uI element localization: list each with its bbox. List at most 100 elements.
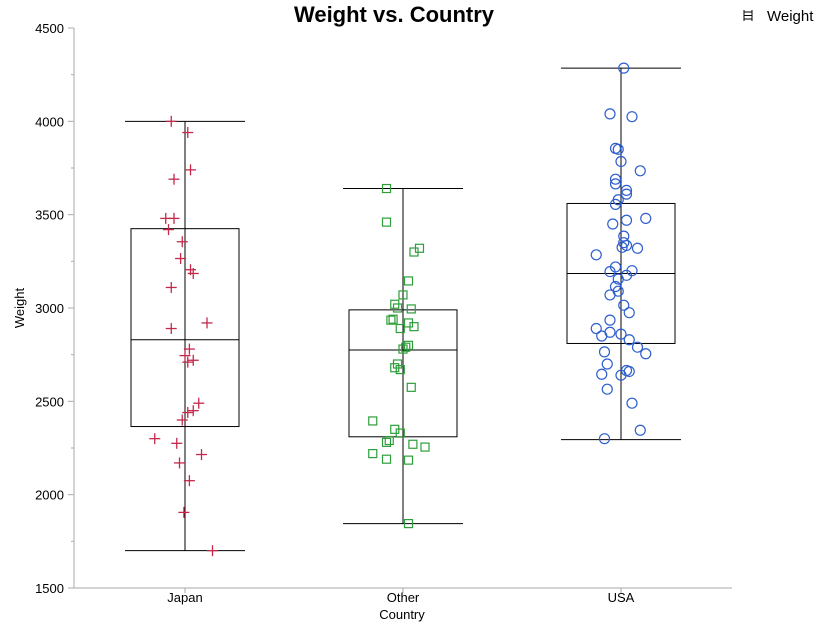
points-other	[368, 183, 430, 529]
legend-label: Weight	[767, 8, 814, 25]
data-point	[598, 346, 611, 358]
data-point	[590, 249, 602, 261]
data-point	[368, 416, 378, 426]
data-point	[165, 281, 177, 293]
data-point	[384, 435, 394, 446]
legend[interactable]: Weight	[743, 8, 814, 25]
data-point	[395, 365, 405, 375]
y-tick-label: 3000	[35, 301, 64, 316]
data-point	[176, 414, 188, 426]
y-tick-label: 2500	[35, 394, 64, 409]
data-point	[183, 343, 195, 355]
y-tick-label: 2000	[35, 488, 64, 503]
data-point	[207, 545, 218, 557]
data-point	[626, 111, 638, 123]
data-point	[596, 368, 608, 380]
data-point	[626, 397, 638, 409]
data-point	[609, 198, 622, 210]
data-point	[604, 266, 616, 278]
data-point	[403, 518, 414, 529]
data-point	[401, 342, 411, 352]
data-point	[623, 307, 635, 319]
data-point	[168, 212, 180, 224]
data-point	[390, 363, 400, 373]
data-point	[406, 382, 416, 392]
data-point	[596, 330, 608, 342]
data-point	[187, 267, 199, 279]
data-point	[182, 127, 194, 139]
points-usa	[590, 62, 652, 445]
y-tick-label: 4500	[35, 21, 64, 36]
data-point	[381, 183, 392, 194]
y-axis-title: Weight	[12, 288, 27, 329]
data-point	[395, 323, 405, 334]
box-japan	[125, 120, 245, 552]
legend-box-icon	[743, 10, 753, 21]
data-point	[176, 236, 188, 248]
data-point	[381, 217, 392, 227]
data-point	[392, 303, 403, 313]
data-point	[168, 173, 180, 185]
data-point	[163, 224, 174, 236]
data-point	[182, 407, 194, 419]
data-point	[609, 178, 622, 190]
data-point	[408, 439, 418, 449]
data-point	[381, 437, 392, 447]
data-point	[175, 253, 187, 265]
data-point	[165, 323, 177, 335]
data-point	[187, 354, 199, 366]
boxes	[125, 67, 681, 552]
data-point	[403, 276, 414, 286]
data-point	[174, 457, 185, 469]
data-point	[615, 328, 627, 340]
y-tick-label: 4000	[35, 114, 64, 129]
data-point	[386, 315, 396, 325]
points-japan	[149, 115, 218, 557]
data-point	[631, 341, 644, 353]
data-point	[618, 237, 630, 249]
data-point	[601, 358, 613, 370]
data-point	[406, 304, 416, 314]
data-point	[179, 350, 191, 362]
x-tick-label-usa: USA	[608, 590, 635, 605]
box-usa	[561, 67, 681, 441]
data-point	[620, 184, 633, 196]
data-point	[201, 317, 213, 329]
data-point	[623, 334, 635, 346]
data-point	[409, 247, 419, 257]
data-point	[631, 242, 644, 254]
data-point	[634, 424, 646, 436]
data-point	[193, 397, 205, 409]
data-point	[612, 143, 624, 155]
data-point	[620, 214, 633, 226]
data-point	[185, 164, 196, 176]
data-point	[604, 108, 616, 120]
data-point	[398, 290, 408, 300]
x-tick-label-other: Other	[387, 590, 420, 605]
x-axis-title: Country	[379, 607, 425, 622]
data-point	[178, 506, 190, 518]
data-point	[149, 433, 161, 445]
box-other	[343, 188, 463, 525]
data-point	[403, 455, 414, 465]
x-ticks: Japan Other USA	[167, 588, 635, 605]
data-point	[409, 322, 419, 332]
data-point	[196, 449, 207, 461]
data-point	[640, 212, 652, 224]
data-point	[182, 356, 194, 368]
data-point	[618, 299, 630, 311]
data-points	[149, 62, 652, 557]
data-point	[620, 188, 633, 200]
data-point	[607, 218, 619, 230]
data-point	[601, 383, 613, 395]
data-point	[165, 115, 177, 127]
data-point	[609, 173, 622, 185]
data-point	[388, 314, 398, 324]
data-point	[618, 62, 630, 74]
y-tick-label: 3500	[35, 208, 64, 223]
data-point	[381, 454, 392, 464]
data-point	[634, 165, 646, 177]
data-point	[612, 273, 624, 285]
data-point	[187, 405, 199, 417]
